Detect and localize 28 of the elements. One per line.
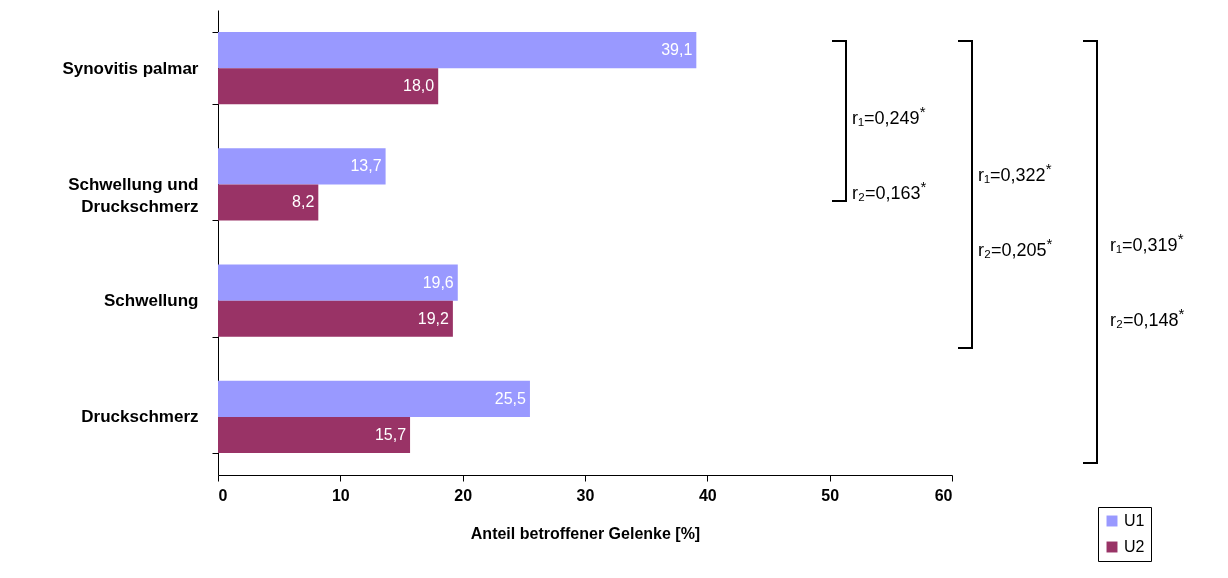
x-tick-label: 50 — [821, 486, 840, 504]
data-label: 13,7 — [350, 157, 382, 175]
data-label: 19,2 — [417, 309, 449, 327]
y-tick-label: Schwellung und Druckschmerz — [68, 174, 199, 216]
legend-label: U2 — [1124, 538, 1145, 555]
annotation: r₂=0,163$^{*}$ — [852, 178, 927, 204]
x-tick-label: 10 — [331, 486, 350, 504]
data-label: 39,1 — [661, 41, 693, 59]
text: r₂=0,205$^{*}$ — [978, 235, 1053, 261]
data-label: 18,0 — [403, 77, 435, 95]
x-tick-label: 40 — [698, 486, 717, 504]
legend-label: U1 — [1124, 512, 1145, 529]
data-label: 8,2 — [292, 193, 315, 211]
data-label: 25,5 — [494, 389, 527, 407]
x-axis-title: Anteil betroffener Gelenke [%] — [470, 524, 701, 542]
text: r₂=0,148$^{*}$ — [1110, 305, 1185, 331]
annotation: r₁=0,249$^{*}$ — [852, 103, 926, 129]
text: r₁=0,319$^{*}$ — [1110, 230, 1184, 256]
y-tick-label: Schwellung — [104, 291, 199, 311]
x-tick-label: 0 — [218, 486, 228, 504]
x-tick-label: 30 — [576, 486, 595, 504]
y-tick-label: Druckschmerz — [81, 407, 199, 427]
x-tick-label: 20 — [454, 486, 473, 504]
data-label: 15,7 — [374, 425, 407, 443]
text: r₁=0,322$^{*}$ — [978, 160, 1052, 186]
data-label: 19,6 — [422, 273, 454, 291]
x-tick-label: 60 — [934, 486, 953, 504]
y-tick-label: Synovitis palmar — [62, 58, 199, 78]
